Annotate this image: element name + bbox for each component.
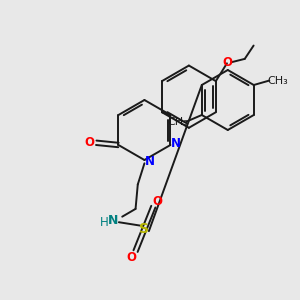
Text: N: N: [145, 154, 155, 168]
Text: O: O: [85, 136, 94, 149]
Text: O: O: [222, 56, 232, 69]
Text: CH₃: CH₃: [268, 76, 289, 85]
Text: H: H: [100, 216, 109, 229]
Text: S: S: [140, 222, 149, 236]
Text: N: N: [108, 214, 119, 226]
Text: CH₃: CH₃: [167, 117, 188, 127]
Text: O: O: [126, 251, 136, 264]
Text: N: N: [171, 137, 181, 150]
Text: O: O: [153, 195, 163, 208]
